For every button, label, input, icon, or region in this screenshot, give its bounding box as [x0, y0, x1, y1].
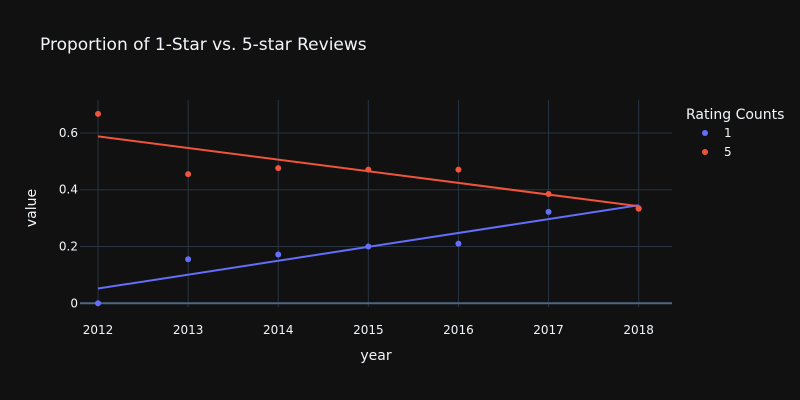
data-point-series-5[interactable]: [545, 190, 552, 197]
y-axis-title: value: [24, 189, 40, 227]
legend-marker[interactable]: [702, 130, 708, 136]
data-point-series-1[interactable]: [365, 243, 372, 250]
x-tick-label: 2015: [353, 323, 384, 337]
y-tick-label: 0.6: [59, 126, 78, 140]
x-tick-label: 2014: [263, 323, 294, 337]
x-tick-label: 2016: [443, 323, 474, 337]
y-tick-label: 0.2: [59, 240, 78, 254]
data-point-series-1[interactable]: [455, 240, 462, 247]
data-point-series-5[interactable]: [95, 110, 102, 117]
x-tick-label: 2018: [623, 323, 654, 337]
x-axis-title: year: [360, 348, 391, 364]
legend: Rating Counts 15: [686, 107, 784, 159]
y-tick-label: 0: [70, 296, 78, 310]
x-tick-label: 2013: [173, 323, 204, 337]
legend-items: 15: [702, 126, 732, 159]
data-point-series-1[interactable]: [95, 300, 102, 307]
legend-label[interactable]: 5: [724, 145, 732, 159]
data-point-series-5[interactable]: [635, 205, 642, 212]
data-point-series-1[interactable]: [545, 208, 552, 215]
data-point-series-5[interactable]: [455, 166, 462, 173]
data-point-series-1[interactable]: [275, 251, 282, 258]
data-points: [95, 110, 642, 307]
chart-title: Proportion of 1-Star vs. 5-star Reviews: [40, 35, 367, 55]
data-point-series-5[interactable]: [185, 171, 192, 178]
data-point-series-5[interactable]: [365, 166, 372, 173]
legend-label[interactable]: 1: [724, 126, 732, 140]
data-point-series-1[interactable]: [185, 256, 192, 263]
x-tick-label: 2012: [83, 323, 114, 337]
legend-marker[interactable]: [702, 149, 708, 155]
x-tick-label: 2017: [533, 323, 564, 337]
tick-labels: 2012 2013 2014 2015 2016 2017 2018 0 0.2 0.4 0.6: [59, 126, 654, 337]
y-tick-label: 0.4: [59, 183, 78, 197]
data-point-series-5[interactable]: [275, 165, 282, 172]
legend-title: Rating Counts: [686, 107, 784, 123]
